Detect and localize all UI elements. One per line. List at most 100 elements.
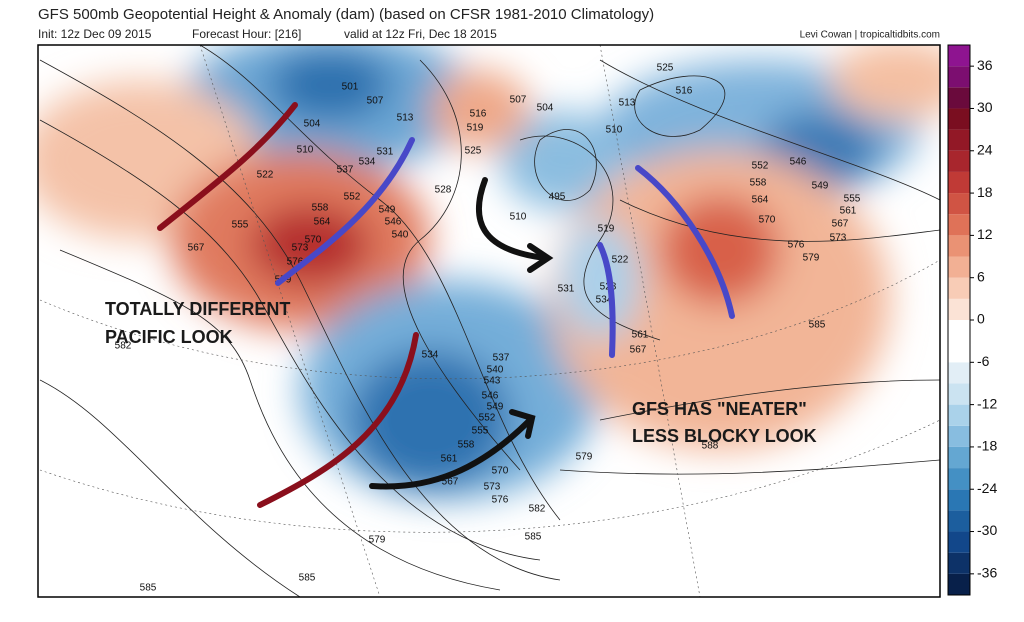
colorbar-bin <box>948 468 970 490</box>
contour-label: 570 <box>305 235 322 246</box>
contour-label: 516 <box>470 109 487 120</box>
colorbar-tick-label: 18 <box>977 184 993 200</box>
contour-label: 537 <box>493 353 510 364</box>
colorbar-tick-label: -18 <box>977 438 997 454</box>
colorbar-tick-label: -6 <box>977 353 990 369</box>
contour-label: 552 <box>752 161 769 172</box>
contour-label: 504 <box>537 103 554 114</box>
contour-label: 579 <box>576 452 593 463</box>
contour-label: 522 <box>257 170 274 181</box>
colorbar-bin <box>948 446 970 469</box>
contour-label: 501 <box>342 82 359 93</box>
colorbar-bin <box>948 362 970 384</box>
colorbar-tick-label: -12 <box>977 395 997 411</box>
contour-label: 531 <box>558 284 575 295</box>
height-contours <box>39 45 940 597</box>
contour-label: 585 <box>299 573 316 584</box>
contour-label: 531 <box>377 147 394 158</box>
colorbar: 36 30 24 18 12 6 0 -6 -12 -18 -24 -30 -36 <box>947 44 997 596</box>
contour-label: 570 <box>492 466 509 477</box>
contour-label: 558 <box>312 203 329 214</box>
contour-label: 510 <box>510 212 527 223</box>
contour-label: 561 <box>441 454 458 465</box>
contour-label: 519 <box>598 224 615 235</box>
credit: Levi Cowan | tropicaltidbits.com <box>800 30 940 41</box>
contour-label: 567 <box>188 243 205 254</box>
contour-label: 549 <box>487 402 504 413</box>
annotation: TOTALLY DIFFERENT <box>105 299 290 319</box>
colorbar-tick-label: 12 <box>977 226 993 242</box>
contour-label: 588 <box>702 441 719 452</box>
contour-label: 573 <box>830 233 847 244</box>
contour-label: 546 <box>482 391 499 402</box>
contour-label: 558 <box>750 178 767 189</box>
contour-label: 546 <box>790 157 807 168</box>
colorbar-bin <box>948 298 970 320</box>
colorbar-bin <box>948 193 970 215</box>
contour-label: 573 <box>484 482 501 493</box>
colorbar-tick-label: 0 <box>977 311 985 327</box>
contour-label: 579 <box>369 535 386 546</box>
contour-label: 555 <box>232 220 249 231</box>
colorbar-bin <box>948 404 970 426</box>
forecast-hour: Forecast Hour: [216] <box>192 27 301 41</box>
contour-label: 504 <box>304 119 321 130</box>
colorbar-bin <box>948 510 970 532</box>
contour-label: 546 <box>385 217 402 228</box>
contour-label: 576 <box>492 495 509 506</box>
contour-label: 573 <box>292 243 309 254</box>
contour-label: 564 <box>314 217 331 228</box>
contour-label: 585 <box>809 320 826 331</box>
contour-label: 507 <box>510 95 527 106</box>
colorbar-bin <box>948 489 970 511</box>
colorbar-bin <box>948 129 970 151</box>
contour-label: 495 <box>549 192 566 203</box>
contour-label: 543 <box>484 376 501 387</box>
contour-label: 513 <box>397 113 414 124</box>
colorbar-bin <box>948 150 970 172</box>
init-time: Init: 12z Dec 09 2015 <box>38 27 152 41</box>
contour-label: 561 <box>632 330 649 341</box>
colorbar-bin <box>948 214 970 236</box>
colorbar-tick-label: -30 <box>977 522 997 538</box>
colorbar-tick-label: 36 <box>977 57 993 73</box>
contour-label: 567 <box>442 477 459 488</box>
colorbar-bin <box>948 552 970 574</box>
colorbar-bin <box>948 171 970 194</box>
map: 5015075045105135225315345375525555585645… <box>38 45 940 597</box>
contour-label: 582 <box>115 341 132 352</box>
contour-label: 552 <box>344 192 361 203</box>
contour-label: 507 <box>367 96 384 107</box>
contour-label: 525 <box>465 146 482 157</box>
contour-label: 576 <box>287 257 304 268</box>
annotation: LESS BLOCKY LOOK <box>632 426 817 446</box>
annotation: PACIFIC LOOK <box>105 327 233 347</box>
contour-label: 540 <box>392 230 409 241</box>
contour-label: 534 <box>596 295 613 306</box>
graticule <box>39 45 940 597</box>
contour-label: 534 <box>359 157 376 168</box>
colorbar-tick-label: 24 <box>977 141 993 157</box>
contour-label: 513 <box>619 98 636 109</box>
colorbar-bin <box>948 256 970 278</box>
contour-label: 558 <box>458 440 475 451</box>
contour-label: 537 <box>337 165 354 176</box>
colorbar-bin <box>948 425 970 447</box>
contour-label: 519 <box>467 123 484 134</box>
contour-label: 549 <box>379 205 396 216</box>
colorbar-bin <box>948 45 970 67</box>
colorbar-bin <box>948 320 970 342</box>
colorbar-bin <box>948 87 970 109</box>
contour-label: 585 <box>525 532 542 543</box>
contour-label: 510 <box>297 145 314 156</box>
drawn-arrows <box>157 102 735 508</box>
contour-label: 528 <box>435 185 452 196</box>
contour-label: 579 <box>803 253 820 264</box>
anomaly-shading <box>38 45 940 500</box>
contour-label: 510 <box>606 125 623 136</box>
title: GFS 500mb Geopotential Height & Anomaly … <box>38 6 654 23</box>
colorbar-bin <box>948 573 970 595</box>
colorbar-tick-label: -36 <box>977 565 997 581</box>
valid-time: valid at 12z Fri, Dec 18 2015 <box>344 27 497 41</box>
contour-label: 534 <box>422 350 439 361</box>
